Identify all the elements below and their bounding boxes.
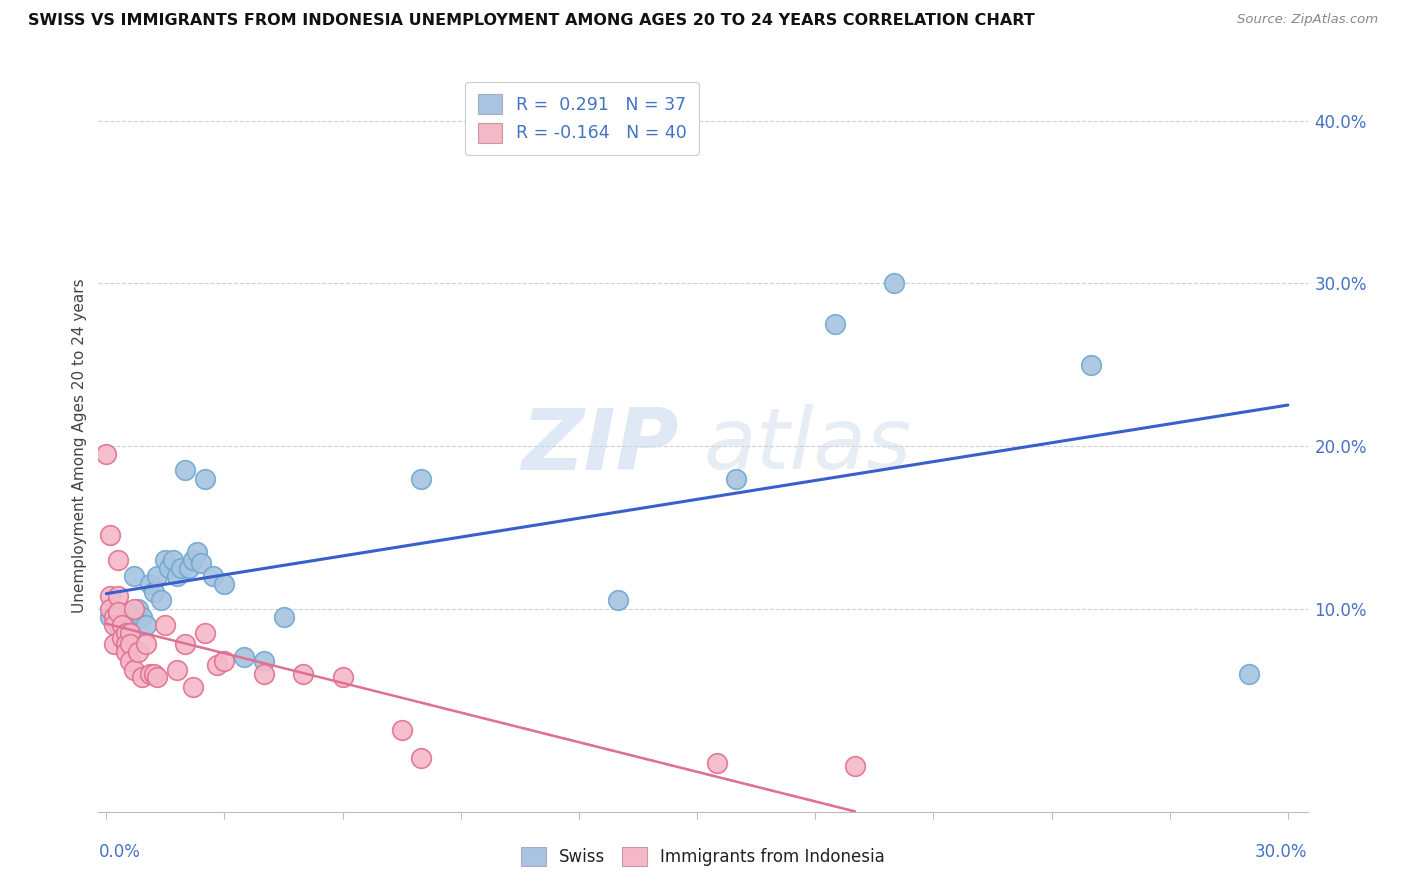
Point: [190, 556, 212, 570]
Point: [103, 609, 125, 624]
Point: [107, 617, 129, 632]
Point: [107, 553, 129, 567]
Point: [103, 617, 125, 632]
Point: [122, 663, 145, 677]
Text: SWISS VS IMMIGRANTS FROM INDONESIA UNEMPLOYMENT AMONG AGES 20 TO 24 YEARS CORREL: SWISS VS IMMIGRANTS FROM INDONESIA UNEMP…: [28, 13, 1035, 29]
Point: [411, 471, 433, 485]
Point: [253, 654, 276, 668]
Point: [131, 609, 153, 624]
Point: [135, 617, 157, 632]
Point: [150, 593, 173, 607]
Point: [155, 553, 177, 567]
Point: [883, 277, 905, 291]
Point: [706, 756, 728, 770]
Point: [103, 637, 125, 651]
Point: [411, 751, 433, 765]
Point: [844, 759, 866, 773]
Point: [138, 577, 160, 591]
Point: [824, 317, 846, 331]
Point: [111, 617, 134, 632]
Point: [138, 666, 160, 681]
Point: [107, 605, 129, 619]
Point: [118, 626, 141, 640]
Point: [127, 645, 149, 659]
Point: [194, 471, 217, 485]
Point: [142, 666, 165, 681]
Point: [292, 666, 315, 681]
Point: [177, 561, 200, 575]
Point: [170, 561, 193, 575]
Point: [214, 577, 236, 591]
Text: Source: ZipAtlas.com: Source: ZipAtlas.com: [1237, 13, 1378, 27]
Point: [107, 589, 129, 603]
Point: [118, 654, 141, 668]
Point: [1237, 666, 1260, 681]
Point: [98, 601, 121, 615]
Point: [131, 670, 153, 684]
Legend: Swiss, Immigrants from Indonesia: Swiss, Immigrants from Indonesia: [515, 840, 891, 873]
Point: [391, 723, 413, 738]
Point: [142, 585, 165, 599]
Point: [146, 569, 169, 583]
Point: [1080, 358, 1102, 372]
Point: [725, 471, 748, 485]
Point: [98, 589, 121, 603]
Point: [233, 650, 256, 665]
Point: [174, 463, 197, 477]
Point: [174, 637, 197, 651]
Point: [157, 561, 180, 575]
Point: [111, 609, 134, 624]
Point: [146, 670, 169, 684]
Point: [166, 663, 188, 677]
Point: [115, 645, 138, 659]
Point: [181, 680, 204, 694]
Point: [253, 666, 276, 681]
Text: 30.0%: 30.0%: [1256, 843, 1308, 861]
Point: [122, 569, 145, 583]
Y-axis label: Unemployment Among Ages 20 to 24 years: Unemployment Among Ages 20 to 24 years: [72, 278, 87, 614]
Point: [115, 626, 138, 640]
Point: [127, 601, 149, 615]
Point: [186, 544, 208, 558]
Point: [181, 553, 204, 567]
Point: [135, 637, 157, 651]
Text: ZIP: ZIP: [522, 404, 679, 488]
Point: [98, 609, 121, 624]
Point: [115, 637, 138, 651]
Point: [607, 593, 630, 607]
Point: [155, 617, 177, 632]
Text: 0.0%: 0.0%: [98, 843, 141, 861]
Point: [162, 553, 184, 567]
Point: [111, 631, 134, 645]
Point: [166, 569, 188, 583]
Point: [332, 670, 354, 684]
Text: atlas: atlas: [703, 404, 911, 488]
Point: [194, 626, 217, 640]
Point: [122, 609, 145, 624]
Point: [118, 626, 141, 640]
Point: [98, 528, 121, 542]
Point: [122, 601, 145, 615]
Point: [273, 609, 295, 624]
Point: [205, 658, 228, 673]
Point: [115, 617, 138, 632]
Point: [214, 654, 236, 668]
Point: [118, 637, 141, 651]
Point: [201, 569, 224, 583]
Point: [96, 447, 118, 461]
